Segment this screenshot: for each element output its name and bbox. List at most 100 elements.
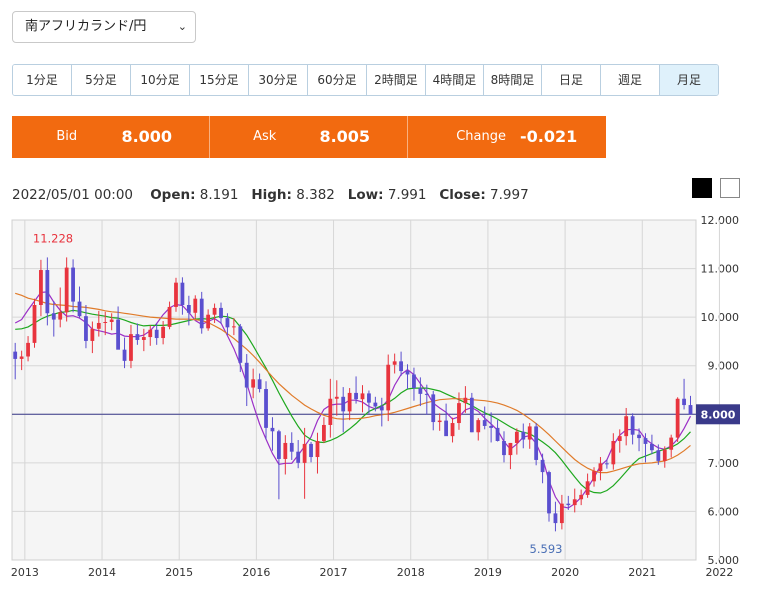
tab-timeframe-9[interactable]: 8時間足 [484, 65, 542, 95]
close-label: Close: [439, 187, 486, 203]
candle-body [688, 405, 693, 415]
candle-body [296, 451, 301, 463]
high-value: 8.382 [296, 187, 335, 203]
dark-theme-button[interactable] [692, 178, 712, 198]
open-value: 8.191 [199, 187, 239, 203]
bid-cell: Bid 8.000 [12, 116, 210, 158]
candle-body [457, 403, 461, 424]
candle-body [315, 441, 320, 458]
candle-body [675, 398, 680, 438]
tab-timeframe-8[interactable]: 4時間足 [426, 65, 484, 95]
x-tick-label: 2015 [165, 566, 193, 579]
candle-body [450, 423, 455, 437]
open-label: Open: [150, 187, 196, 203]
y-tick-label: 5.000 [708, 554, 740, 567]
y-tick-label: 9.000 [708, 360, 740, 373]
tab-timeframe-5[interactable]: 30分足 [249, 65, 308, 95]
quote-bar: Bid 8.000 Ask 8.005 Change -0.021 [12, 116, 606, 158]
tab-timeframe-1[interactable]: 1分足 [13, 65, 72, 95]
candle-body [116, 319, 121, 350]
candle-body [598, 463, 603, 472]
candle-body [219, 307, 223, 319]
candle-body [289, 442, 294, 452]
light-theme-button[interactable] [720, 178, 740, 198]
candle-body [283, 442, 288, 459]
tab-timeframe-4[interactable]: 15分足 [190, 65, 249, 95]
moving-average-line-2 [15, 309, 691, 494]
y-tick-label: 7.000 [708, 457, 740, 470]
x-tick-label: 2019 [474, 566, 502, 579]
candle-body [534, 426, 539, 460]
candle-body [495, 427, 500, 441]
candle-body [45, 270, 50, 314]
moving-average-line-3 [15, 292, 691, 474]
moving-average-line-1 [14, 291, 692, 509]
candle-body [302, 443, 307, 463]
candle-body [405, 371, 410, 375]
x-tick-label: 2020 [551, 566, 579, 579]
tab-timeframe-2[interactable]: 5分足 [72, 65, 131, 95]
candle-body [51, 313, 56, 320]
current-price-badge [696, 404, 740, 425]
candle-body [270, 427, 275, 432]
candle-body [276, 431, 281, 459]
candle-body [328, 398, 333, 425]
candle-body [264, 389, 268, 428]
candle-body [424, 393, 429, 395]
x-tick-label: 2017 [320, 566, 348, 579]
candle-body [476, 420, 481, 433]
tab-timeframe-11[interactable]: 週足 [601, 65, 660, 95]
tab-timeframe-6[interactable]: 60分足 [308, 65, 367, 95]
candle-body [13, 351, 18, 359]
current-price-label: 8.000 [701, 408, 736, 421]
currency-pair-value: 南アフリカランド/円 [25, 19, 147, 34]
candle-body [469, 397, 474, 433]
candle-body [566, 503, 571, 506]
candle-body [585, 481, 590, 495]
candle-body [334, 396, 339, 399]
candle-body [39, 270, 43, 305]
bid-label: Bid [56, 129, 78, 144]
candle-body [238, 326, 243, 363]
candle-body [379, 406, 384, 411]
candle-body [244, 362, 249, 388]
candle-body [392, 361, 397, 365]
candle-body [682, 398, 686, 406]
candle-body [437, 420, 442, 423]
x-tick-label: 2022 [705, 566, 733, 579]
candle-body [58, 312, 63, 320]
tab-timeframe-10[interactable]: 日足 [542, 65, 601, 95]
ohlc-readout: 2022/05/01 00:00 Open: 8.191 High: 8.382… [12, 187, 529, 203]
candle-body [431, 394, 436, 423]
candle-body [231, 326, 236, 328]
change-value: -0.021 [520, 127, 578, 146]
change-label: Change [456, 129, 506, 144]
currency-pair-select[interactable]: 南アフリカランド/円 ⌄ [12, 11, 196, 43]
candle-body [624, 416, 629, 437]
candle-body [180, 282, 185, 305]
candle-body [96, 322, 101, 329]
tab-timeframe-3[interactable]: 10分足 [131, 65, 190, 95]
low-annotation: 5.593 [530, 542, 563, 556]
ohlc-datetime: 2022/05/01 00:00 [12, 187, 134, 203]
candle-body [540, 459, 545, 473]
candle-body [322, 424, 326, 441]
candle-body [572, 499, 577, 506]
candlestick-chart: 5.0006.0007.0008.0009.00010.00011.00012.… [11, 214, 740, 579]
candle-body [154, 329, 159, 339]
candle-body [32, 305, 37, 343]
candle-body [360, 393, 365, 400]
candle-body [604, 463, 609, 465]
candle-body [611, 441, 616, 465]
candle-body [135, 334, 140, 340]
x-tick-label: 2016 [242, 566, 270, 579]
candle-body [341, 396, 346, 412]
candle-body [148, 329, 153, 338]
x-tick-label: 2014 [88, 566, 116, 579]
bid-value: 8.000 [121, 127, 173, 146]
tab-timeframe-12[interactable]: 月足 [660, 65, 718, 95]
close-value: 7.997 [490, 187, 529, 203]
tab-timeframe-7[interactable]: 2時間足 [367, 65, 426, 95]
candle-body [399, 361, 403, 372]
candle-body [386, 364, 391, 411]
